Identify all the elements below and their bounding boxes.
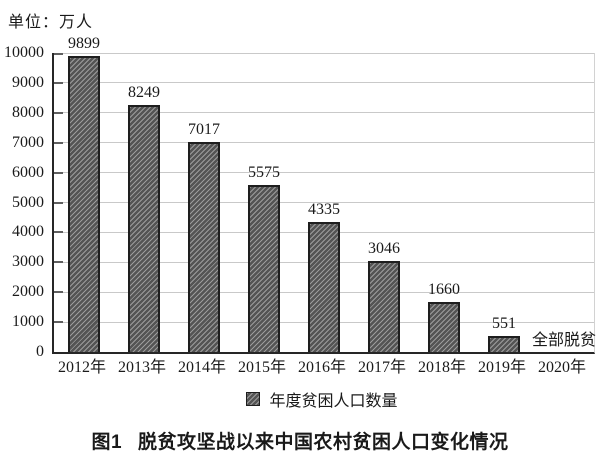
y-tick-label: 5000 <box>12 193 44 211</box>
y-axis-tick <box>54 201 63 204</box>
y-tick-label: 2000 <box>12 283 44 301</box>
y-axis-tick <box>54 291 63 294</box>
bar-2016 <box>308 222 340 352</box>
bar-2019 <box>488 336 520 352</box>
y-axis-tick <box>54 53 63 55</box>
bars-container: 9899 8249 7017 5575 4335 3046 1660 551 全部脱贫 <box>54 35 597 352</box>
bar-slot-2019: 551 <box>474 53 534 352</box>
bar-value-label: 5575 <box>248 164 280 181</box>
bar-value-label: 9899 <box>68 35 100 52</box>
y-tick-label: 3000 <box>12 253 44 271</box>
y-tick-label: 6000 <box>12 163 44 181</box>
y-axis-tick <box>54 231 63 234</box>
x-tick-label-2016: 2016年 <box>297 359 346 376</box>
gridline <box>54 82 594 84</box>
bar-slot-2016: 4335 <box>294 53 354 352</box>
plot-area: 9899 8249 7017 5575 4335 3046 1660 551 全部脱贫 <box>52 35 597 354</box>
bar-2017 <box>368 261 400 352</box>
bar-value-label: 7017 <box>188 121 220 138</box>
y-axis-tick <box>54 261 63 264</box>
figure-caption: 图1 脱贫攻坚战以来中国农村贫困人口变化情况 <box>0 427 600 454</box>
gridline <box>54 142 594 144</box>
bar-2015 <box>248 185 280 352</box>
bar-slot-2018: 1660 <box>414 53 474 352</box>
y-axis-tick <box>54 111 63 114</box>
legend-hatched-swatch-icon <box>246 392 261 406</box>
y-axis-tick <box>54 321 63 324</box>
x-tick-label-2018: 2018年 <box>417 359 466 376</box>
gridline <box>54 112 594 114</box>
bar-value-label: 1660 <box>428 281 460 298</box>
bar-slot-2020: 全部脱贫 <box>531 53 597 352</box>
bar-value-label: 4335 <box>308 201 340 218</box>
x-tick-label-2017: 2017年 <box>357 359 406 376</box>
y-tick-label: 9000 <box>12 73 44 91</box>
y-tick-label: 7000 <box>12 133 44 151</box>
gridline <box>54 53 594 54</box>
bar-value-label: 3046 <box>368 240 400 257</box>
x-tick-label-2020: 2020年 <box>537 359 586 376</box>
annotation-all-out-of-poverty: 全部脱贫 <box>531 332 597 349</box>
figure-number: 图1 <box>91 432 123 453</box>
bar-value-label: 8249 <box>128 84 160 101</box>
x-tick-label-2014: 2014年 <box>177 359 226 376</box>
y-axis-tick <box>54 81 63 84</box>
bar-slot-2012: 9899 <box>54 35 114 352</box>
x-tick-label-2019: 2019年 <box>477 359 526 376</box>
x-axis-labels: 2012年 2013年 2014年 2015年 2016年 2017年 2018年 2019年… <box>52 357 592 378</box>
bar-2012 <box>68 56 100 352</box>
y-tick-label: 10000 <box>4 44 44 61</box>
bar-slot-2014: 7017 <box>174 53 234 352</box>
gridline <box>54 172 594 174</box>
bar-slot-2013: 8249 <box>114 53 174 352</box>
bar-value-label: 551 <box>492 315 516 332</box>
y-tick-label: 1000 <box>12 313 44 331</box>
y-axis-tick <box>54 141 63 144</box>
y-tick-label: 4000 <box>12 223 44 241</box>
x-tick-label-2013: 2013年 <box>117 359 166 376</box>
bar-2014 <box>188 142 220 352</box>
gridline <box>54 202 594 203</box>
y-axis-labels: 0 1000 2000 3000 4000 5000 6000 7000 8000 9000 100… <box>0 44 44 360</box>
bar-2013 <box>128 105 160 352</box>
x-tick-label-2015: 2015年 <box>237 359 286 376</box>
figure-title: 脱贫攻坚战以来中国农村贫困人口变化情况 <box>138 432 509 453</box>
legend: 年度贫困人口数量 <box>52 387 592 411</box>
unit-label: 单位：万人 <box>8 14 94 31</box>
legend-label: 年度贫困人口数量 <box>269 393 398 410</box>
y-axis-tick <box>54 171 63 174</box>
bar-slot-2015: 5575 <box>234 53 294 352</box>
y-tick-label: 8000 <box>12 103 44 121</box>
y-tick-label: 0 <box>36 343 44 360</box>
bar-slot-2017: 3046 <box>354 53 414 352</box>
x-tick-label-2012: 2012年 <box>57 359 106 376</box>
bar-2018 <box>428 302 460 352</box>
